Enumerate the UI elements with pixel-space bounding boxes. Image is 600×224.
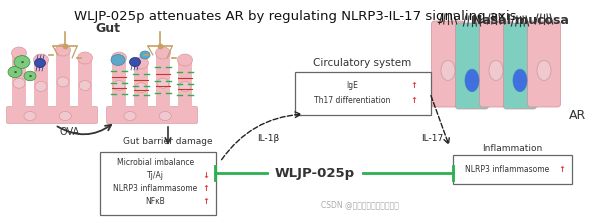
Text: ●: ● <box>14 70 17 74</box>
Ellipse shape <box>178 54 193 66</box>
FancyBboxPatch shape <box>479 21 512 107</box>
FancyBboxPatch shape <box>7 106 97 123</box>
FancyBboxPatch shape <box>107 106 197 123</box>
Text: NLRP3 inflammasome: NLRP3 inflammasome <box>465 164 550 174</box>
Bar <box>11 53 26 108</box>
Ellipse shape <box>179 81 191 91</box>
FancyBboxPatch shape <box>455 23 488 109</box>
Ellipse shape <box>24 112 36 121</box>
Ellipse shape <box>113 80 125 90</box>
Text: ↑: ↑ <box>202 183 209 192</box>
Text: ↑: ↑ <box>410 95 418 105</box>
Ellipse shape <box>13 78 25 88</box>
Ellipse shape <box>130 58 140 67</box>
Ellipse shape <box>8 66 22 78</box>
Text: Circulatory system: Circulatory system <box>313 58 412 68</box>
Text: Inflammation: Inflammation <box>482 144 542 153</box>
Text: OVA: OVA <box>60 127 80 137</box>
Text: ↑: ↑ <box>410 80 418 90</box>
Text: ↓: ↓ <box>202 170 209 179</box>
Ellipse shape <box>77 52 92 64</box>
Text: Th17 differentiation: Th17 differentiation <box>314 95 390 105</box>
Text: IgE: IgE <box>346 80 358 90</box>
Ellipse shape <box>112 52 127 64</box>
Text: CSDN @代谢组学相关资讯分享: CSDN @代谢组学相关资讯分享 <box>321 200 399 209</box>
Ellipse shape <box>157 78 169 88</box>
FancyBboxPatch shape <box>100 151 215 215</box>
FancyBboxPatch shape <box>452 155 571 183</box>
Ellipse shape <box>57 77 69 87</box>
Ellipse shape <box>35 58 46 67</box>
Ellipse shape <box>140 51 150 59</box>
Ellipse shape <box>513 69 527 92</box>
Text: IL-1β: IL-1β <box>257 134 279 142</box>
Text: AR: AR <box>569 108 587 121</box>
Ellipse shape <box>111 54 125 65</box>
Point <box>60 45 70 48</box>
Point <box>155 45 165 48</box>
Ellipse shape <box>441 60 455 80</box>
Bar <box>178 60 193 108</box>
Ellipse shape <box>124 112 136 121</box>
Text: WLJP-025p attenuates AR by regulating NLRP3-IL-17 signaling axis: WLJP-025p attenuates AR by regulating NL… <box>74 10 516 23</box>
Ellipse shape <box>465 69 479 92</box>
Text: Tj/Aj: Tj/Aj <box>146 170 164 179</box>
Ellipse shape <box>24 71 36 81</box>
Ellipse shape <box>489 60 503 80</box>
FancyBboxPatch shape <box>295 71 431 114</box>
Text: Gut: Gut <box>95 22 121 34</box>
Text: ●: ● <box>20 60 23 64</box>
Ellipse shape <box>14 56 30 68</box>
Bar <box>155 53 170 108</box>
Ellipse shape <box>159 112 171 121</box>
Text: ↑: ↑ <box>202 196 209 205</box>
Text: Nasal mucosa: Nasal mucosa <box>472 13 568 26</box>
Ellipse shape <box>134 57 148 69</box>
Text: IL-17: IL-17 <box>421 134 443 142</box>
Bar <box>134 63 148 108</box>
Ellipse shape <box>59 112 71 121</box>
Text: NFκB: NFκB <box>145 196 165 205</box>
Ellipse shape <box>11 47 26 59</box>
Ellipse shape <box>56 44 70 56</box>
Ellipse shape <box>135 83 147 93</box>
Ellipse shape <box>155 47 170 59</box>
FancyBboxPatch shape <box>431 21 464 107</box>
Bar <box>56 50 70 108</box>
Text: Microbial imbalance: Microbial imbalance <box>116 157 194 166</box>
Ellipse shape <box>35 81 47 91</box>
FancyBboxPatch shape <box>503 23 536 109</box>
Bar <box>34 60 49 108</box>
Ellipse shape <box>79 80 91 90</box>
Text: WLJP-025p: WLJP-025p <box>275 166 355 179</box>
Text: ↑: ↑ <box>558 164 565 174</box>
Ellipse shape <box>537 60 551 80</box>
FancyBboxPatch shape <box>527 21 560 107</box>
Ellipse shape <box>34 54 49 66</box>
Text: NLRP3 inflammasome: NLRP3 inflammasome <box>113 183 197 192</box>
Bar <box>77 58 92 108</box>
Bar <box>112 58 127 108</box>
Text: Gut barrier damage: Gut barrier damage <box>123 137 213 146</box>
Text: ●: ● <box>29 74 32 78</box>
